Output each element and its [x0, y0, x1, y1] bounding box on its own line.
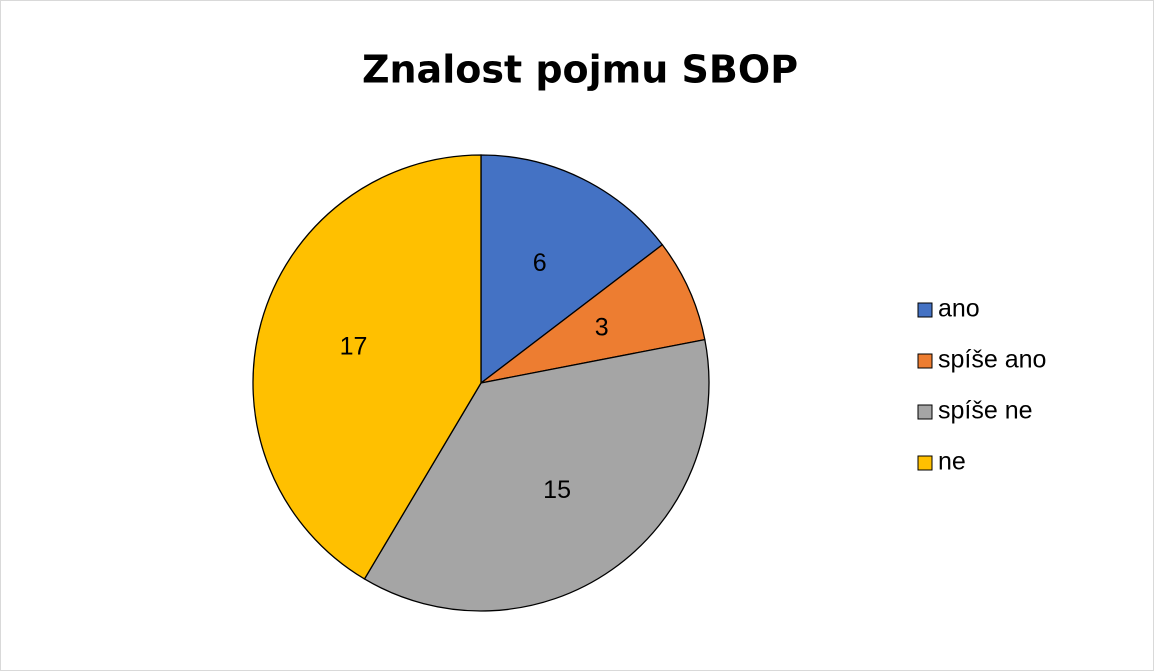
legend-swatch [917, 302, 933, 318]
data-label: 6 [533, 249, 547, 277]
data-label: 3 [595, 314, 609, 342]
pie-slice [480, 243, 706, 384]
pie-slice [480, 154, 664, 385]
legend-swatch [917, 353, 933, 369]
legend-label: ne [938, 448, 966, 476]
legend-label: spíše ne [938, 397, 1033, 425]
data-label: 15 [543, 476, 571, 504]
data-label: 17 [340, 333, 368, 361]
pie-slice [363, 338, 710, 612]
legend-swatch [917, 404, 933, 420]
legend-label: spíše ano [938, 346, 1046, 374]
chart-title: Znalost pojmu SBOP [362, 48, 798, 92]
legend-label: ano [938, 295, 980, 323]
pie-slice [252, 154, 482, 580]
legend-swatch [917, 455, 933, 471]
